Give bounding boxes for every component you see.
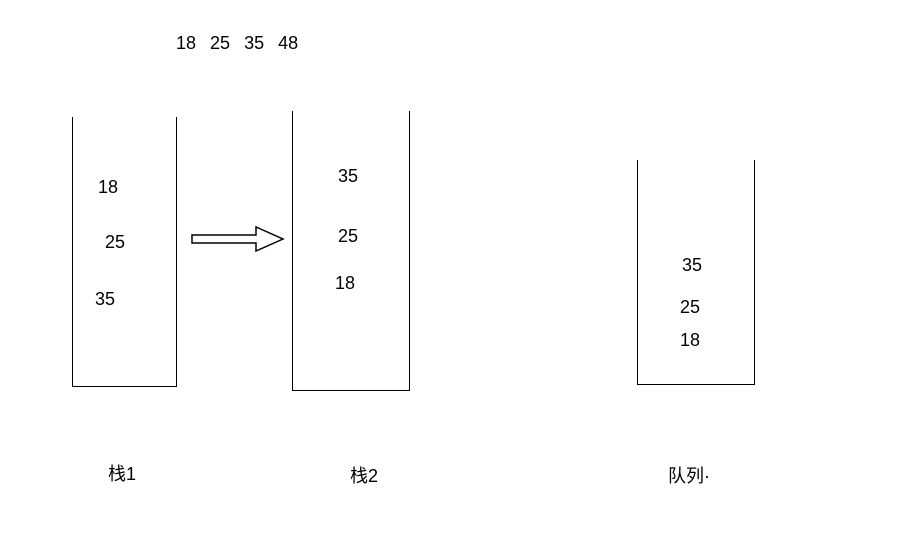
input-sequence: 18 25 35 48 <box>176 33 298 54</box>
queue-box: 35 25 18 <box>637 160 755 385</box>
stack2-item: 35 <box>293 166 409 187</box>
queue-item: 18 <box>638 330 754 351</box>
seq-item: 35 <box>244 33 264 54</box>
stack1-item: 18 <box>73 177 176 198</box>
stack1-container: 18 25 35 <box>72 117 177 387</box>
stack1-item: 35 <box>73 289 176 310</box>
queue-item: 25 <box>638 297 754 318</box>
queue-container: 35 25 18 <box>637 160 755 385</box>
seq-item: 25 <box>210 33 230 54</box>
queue-label: 队列· <box>668 462 710 488</box>
stack1-label: 栈1 <box>108 460 136 486</box>
stack2-item: 25 <box>293 226 409 247</box>
stack1-item: 25 <box>73 232 176 253</box>
seq-item: 18 <box>176 33 196 54</box>
stack1-box: 18 25 35 <box>72 117 177 387</box>
stack2-box: 35 25 18 <box>292 111 410 391</box>
stack2-label: 栈2 <box>350 462 378 488</box>
seq-item: 48 <box>278 33 298 54</box>
queue-item: 35 <box>638 255 754 276</box>
stack2-item: 18 <box>293 273 409 294</box>
arrow-icon <box>190 225 285 253</box>
stack2-container: 35 25 18 <box>292 111 410 391</box>
